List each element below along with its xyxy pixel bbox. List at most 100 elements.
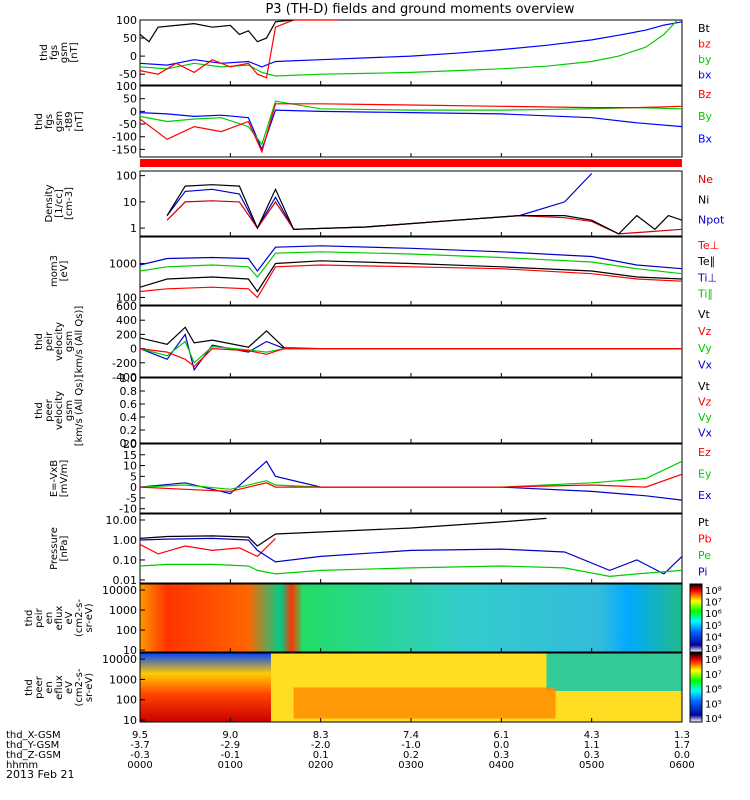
y-axis-label: [eV] (59, 261, 70, 282)
y-axis-label: peir (44, 331, 55, 351)
colorbar (689, 583, 703, 653)
y-tick-label: -150 (112, 143, 137, 156)
panel-frame (139, 19, 683, 86)
legend-Vt: Vt (698, 308, 711, 321)
series-Ez (140, 473, 682, 493)
series-group (140, 460, 682, 501)
y-tick-label: 100 (116, 624, 137, 637)
colorbar-label: 10⁴ (705, 632, 722, 643)
series-group (140, 20, 682, 79)
y-axis-label: thd (34, 402, 45, 419)
panel-frame (139, 513, 683, 584)
y-tick-label: 0.2 (120, 424, 138, 437)
chart-title: P3 (TH-D) fields and ground moments over… (265, 2, 574, 17)
y-tick-label: 100 (116, 14, 137, 27)
legend-bz: bz (698, 37, 711, 50)
axis-row-label: thd_Z-GSM (6, 750, 61, 761)
y-tick-label: 50 (123, 32, 137, 45)
colorbar-label: 10⁴ (705, 714, 722, 725)
axis-value: 0100 (218, 760, 243, 771)
y-axis-label: thd (34, 333, 45, 350)
y-axis-label: fgs (44, 114, 55, 129)
legend-Vy: Vy (698, 342, 712, 355)
axis-value: -0.1 (221, 750, 241, 761)
panel-elec_spec: 10000 1000 100 10 thd peer en eflux eV (cm2-s-sr-… (24, 652, 722, 727)
legend-Ex: Ex (698, 489, 712, 502)
axis-value: 7.4 (403, 730, 419, 741)
y-tick-label: 100 (116, 694, 137, 707)
y-tick-label: 20 (123, 438, 137, 451)
axis-value: 9.0 (222, 730, 238, 741)
colorbar-label: 10⁸ (705, 586, 722, 597)
y-tick-label: 5 (130, 470, 137, 483)
axis-value: 0.2 (403, 750, 419, 761)
y-axis-label: thd (34, 113, 45, 130)
legend-bx: bx (698, 68, 712, 81)
legend-Ez: Ez (698, 446, 711, 459)
legend-Ne: Ne (698, 173, 713, 186)
series-Bt (140, 20, 294, 43)
y-tick-label: 0 (130, 343, 137, 356)
y-axis-label: sr-eV) (84, 603, 95, 632)
axis-row-label: hhmm (6, 760, 38, 771)
panel-frame (139, 443, 683, 514)
legend-Npot: Npot (698, 214, 725, 227)
y-axis-label: E=-VxB (49, 460, 60, 497)
y-axis-label: [nT] (74, 111, 85, 131)
series-Npot (166, 173, 593, 230)
colorbar-label: 10³ (705, 644, 722, 655)
y-tick-label: 100 (116, 170, 137, 183)
axis-value: 0.0 (674, 750, 690, 761)
axis-value: -3.7 (130, 740, 150, 751)
panel-frame (139, 377, 683, 444)
series-by (140, 20, 678, 77)
legend-Bt: Bt (698, 22, 711, 35)
legend-Ti⊥: Ti⊥ (697, 271, 717, 284)
series-By (140, 100, 682, 146)
series-Ti∥ (140, 251, 682, 278)
y-axis-label: eV (64, 611, 75, 624)
y-tick-label: 1000 (109, 673, 137, 686)
y-tick-label: -100 (112, 131, 137, 144)
y-axis-label: gsm (64, 400, 75, 421)
y-axis-label: [cm-3] (64, 187, 75, 220)
series-group (140, 517, 682, 578)
ion-spectrogram (140, 584, 682, 652)
electron-spectrogram-late (546, 653, 682, 691)
legend-Pi: Pi (698, 565, 707, 578)
y-tick-label: 10000 (102, 584, 137, 597)
series-group (140, 100, 682, 154)
axis-value: 0.3 (493, 750, 509, 761)
series-Vt (140, 326, 682, 350)
series-Vx (140, 333, 682, 372)
y-tick-label: 1000 (109, 604, 137, 617)
y-tick-label: 1.0 (120, 372, 138, 385)
y-axis-label: eflux (54, 606, 65, 631)
y-axis-label: peer (44, 398, 55, 422)
y-axis-label: velocity (54, 391, 65, 430)
axis-value: 8.3 (313, 730, 329, 741)
legend-Pt: Pt (698, 516, 710, 529)
series-Ex (140, 460, 682, 501)
series-group (140, 245, 682, 299)
legend-Vt: Vt (698, 380, 711, 393)
y-tick-label: 0.01 (113, 574, 138, 587)
panel-vel_e: 1.00.80.60.40.20.0 thd peer velocity gsm [km/… (34, 372, 713, 450)
y-tick-label: -10 (119, 503, 137, 516)
y-tick-label: 15 (123, 449, 137, 462)
y-axis-label: [nPa] (59, 535, 70, 561)
y-tick-label: 100 (116, 291, 137, 304)
axis-value: 0.3 (584, 750, 600, 761)
y-axis-label: thd (39, 44, 50, 61)
y-tick-label: 200 (116, 328, 137, 341)
colorbar-label: 10⁶ (705, 685, 722, 696)
legend-Te⊥: Te⊥ (697, 239, 719, 252)
y-tick-label: 0.4 (120, 411, 138, 424)
y-axis-label: eV (64, 681, 75, 694)
legend-by: by (698, 53, 712, 66)
y-tick-label: 0 (130, 105, 137, 118)
